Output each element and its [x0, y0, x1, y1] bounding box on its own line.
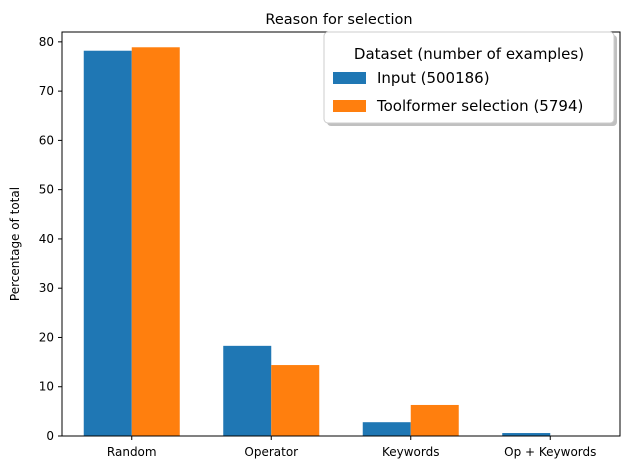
legend-swatch-input [333, 72, 366, 84]
x-tick-label: Random [107, 445, 157, 459]
y-tick-label: 50 [39, 183, 54, 197]
bar [362, 422, 411, 436]
x-tick-label: Keywords [382, 445, 440, 459]
legend-title: Dataset (number of examples) [354, 45, 584, 63]
y-tick-label: 0 [46, 429, 54, 443]
y-tick-label: 70 [39, 84, 54, 98]
y-tick-label: 40 [39, 232, 54, 246]
bar [83, 50, 132, 436]
y-tick-label: 10 [39, 380, 54, 394]
y-tick-label: 80 [39, 35, 54, 49]
plot-area: Random Operator Keywords Op + Keywords 0 10 20… [39, 31, 621, 459]
legend-swatch-toolformer [333, 100, 366, 112]
legend-label-input: Input (500186) [377, 69, 490, 87]
x-tick-label: Op + Keywords [504, 445, 596, 459]
bar [131, 47, 180, 437]
bar [502, 433, 551, 436]
bar [271, 365, 320, 436]
bar [223, 345, 272, 436]
y-axis-label: Percentage of total [8, 187, 22, 301]
y-tick-label: 20 [39, 330, 54, 344]
y-tick-label: 60 [39, 133, 54, 147]
legend-label-toolformer: Toolformer selection (5794) [376, 97, 583, 115]
legend: Dataset (number of examples) Input (5001… [323, 31, 617, 126]
y-tick-label: 30 [39, 281, 54, 295]
chart-title: Reason for selection [265, 12, 412, 28]
legend-frame [323, 31, 615, 124]
bar [410, 404, 459, 436]
x-tick-label: Operator [244, 445, 298, 459]
